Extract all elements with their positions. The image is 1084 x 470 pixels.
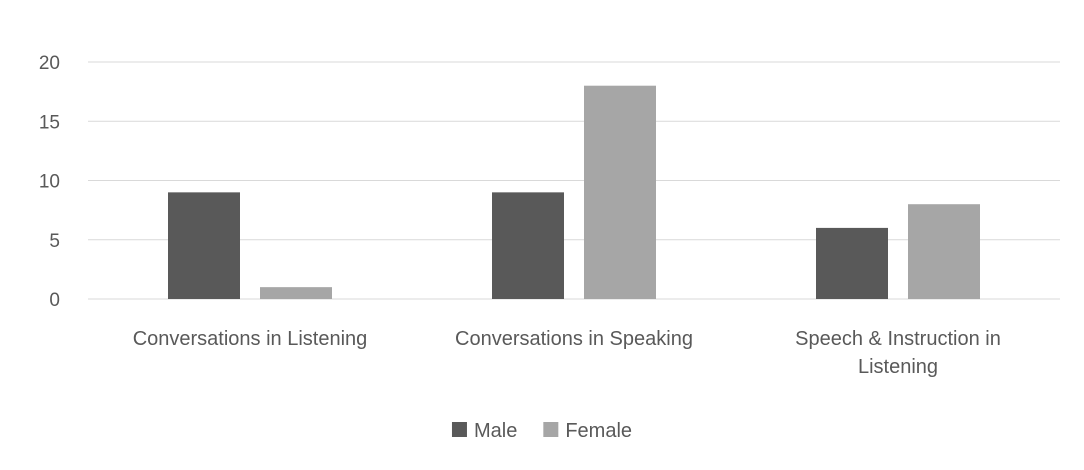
legend-swatch-male <box>451 422 467 437</box>
bars <box>168 85 980 299</box>
y-tick-label: 10 <box>39 172 60 193</box>
y-axis-ticks: 0 5 10 15 20 <box>39 53 60 311</box>
legend-label-male: Male <box>474 420 517 442</box>
bar-male <box>816 227 888 299</box>
legend-label-female: Female <box>565 420 632 442</box>
legend-swatch-female <box>543 422 559 437</box>
legend: Male Female <box>451 420 632 442</box>
bar-male <box>492 192 564 299</box>
bar-female <box>908 204 980 299</box>
bar-male <box>168 192 240 299</box>
y-tick-label: 5 <box>49 231 60 252</box>
gridlines <box>88 61 1060 300</box>
x-category-label: Conversations in Speaking <box>455 328 693 350</box>
y-tick-label: 20 <box>39 53 60 74</box>
x-category-label: Conversations in Listening <box>133 328 368 350</box>
x-category-label: Speech & Instruction in <box>795 328 1001 350</box>
bar-female <box>584 85 656 299</box>
bar-female <box>260 287 332 299</box>
y-tick-label: 0 <box>49 290 60 311</box>
x-category-label: Listening <box>858 356 938 378</box>
x-axis-labels: Conversations in Listening Conversations … <box>133 328 1001 378</box>
y-tick-label: 15 <box>39 112 60 133</box>
